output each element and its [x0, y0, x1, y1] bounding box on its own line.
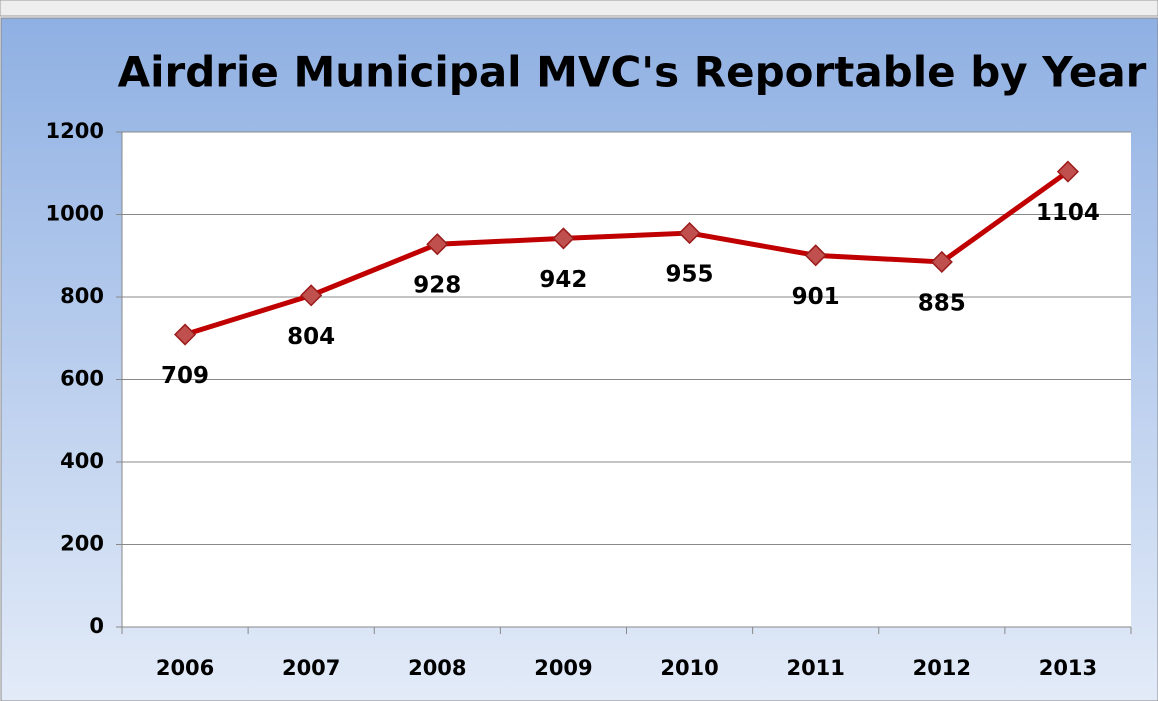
data-line: [184, 169, 1070, 337]
x-tick-label: 2009: [534, 656, 592, 680]
x-tick-label: 2006: [156, 656, 214, 680]
x-tick-label: 2010: [660, 656, 718, 680]
data-label: 885: [918, 290, 966, 316]
x-tick-label: 2013: [1039, 656, 1097, 680]
data-label: 1104: [1036, 200, 1100, 226]
x-tick-label: 2007: [282, 656, 340, 680]
data-label: 955: [666, 262, 714, 288]
data-marker: [678, 222, 701, 245]
y-tick-label: 0: [89, 614, 104, 638]
y-tick-label: 200: [60, 532, 104, 556]
data-marker: [930, 250, 953, 273]
data-marker: [552, 227, 575, 250]
y-tick-label: 1200: [46, 119, 104, 143]
y-tick-label: 400: [60, 449, 104, 473]
x-tick-label: 2008: [408, 656, 466, 680]
x-tick-label: 2012: [913, 656, 971, 680]
data-label: 928: [413, 273, 461, 299]
data-marker: [804, 244, 827, 267]
y-tick-label: 1000: [46, 202, 104, 226]
chart-title: Airdrie Municipal MVC's Reportable by Ye…: [118, 48, 1147, 97]
data-label: 804: [287, 324, 335, 350]
data-marker: [426, 233, 449, 256]
data-marker: [1056, 160, 1080, 183]
x-tick-label: 2011: [786, 656, 844, 680]
data-marker: [300, 284, 323, 307]
y-tick-label: 600: [60, 367, 104, 391]
top-strip: [0, 0, 1158, 17]
data-label: 901: [792, 284, 840, 310]
y-tick-label: 800: [60, 284, 104, 308]
data-label: 942: [539, 267, 587, 293]
data-label: 709: [161, 363, 209, 389]
data-marker: [174, 323, 197, 346]
